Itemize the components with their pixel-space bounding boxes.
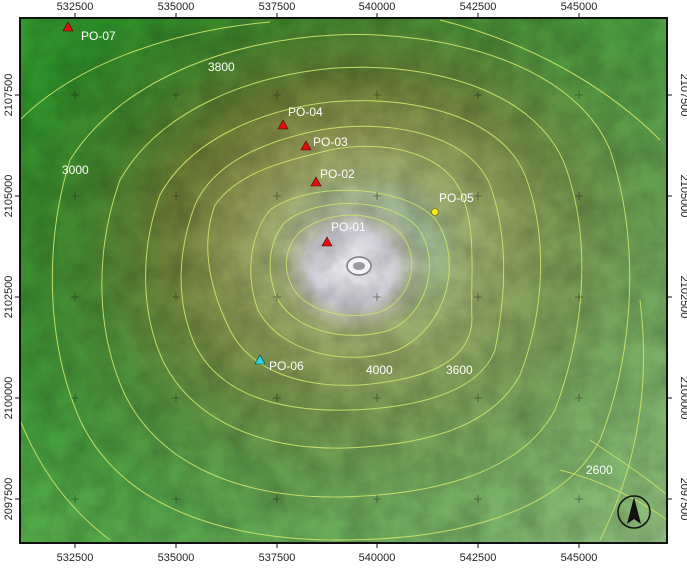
y-tick-label: 2105000: [678, 175, 687, 218]
station-label: PO-02: [320, 167, 355, 181]
x-tick-label: 537500: [259, 552, 296, 564]
x-tick-label: 532500: [57, 1, 94, 13]
x-tick-label: 537500: [259, 1, 296, 13]
triangle-marker-icon: [321, 236, 333, 247]
contour-label: 2600: [586, 463, 613, 477]
y-tick-label: 2102500: [3, 276, 15, 319]
x-tick-label: 542500: [460, 1, 497, 13]
north-arrow-icon: [617, 495, 651, 529]
station-po-07[interactable]: PO-07: [62, 21, 116, 43]
graticule-crosses: [71, 91, 583, 503]
x-tick-label: 540000: [359, 1, 396, 13]
station-po-05[interactable]: PO-05: [431, 191, 475, 216]
triangle-marker-icon: [300, 140, 312, 151]
contour-label: 3600: [446, 363, 473, 377]
y-tick-label: 2107500: [678, 74, 687, 117]
triangle-marker-icon: [310, 176, 322, 187]
station-label: PO-07: [81, 29, 116, 43]
station-markers: PO-01 PO-02 PO-03 PO-04 PO-05 PO-06 PO-0…: [62, 21, 475, 373]
station-label: PO-03: [313, 135, 348, 149]
station-label: PO-01: [331, 220, 366, 234]
y-tick-label: 2105000: [3, 175, 15, 218]
station-label: PO-06: [269, 359, 304, 373]
y-tick-label: 2097500: [678, 478, 687, 521]
contour-label: 3800: [208, 60, 235, 74]
x-tick-label: 540000: [359, 552, 396, 564]
circle-marker-icon: [431, 208, 439, 216]
x-tick-label: 535000: [158, 1, 195, 13]
station-po-03[interactable]: PO-03: [300, 135, 348, 151]
x-axis-top-labels: 532500 535000 537500 540000 542500 54500…: [57, 1, 598, 13]
triangle-marker-icon: [62, 21, 74, 32]
terrain-raster: [20, 18, 667, 543]
triangle-marker-icon: [254, 354, 266, 365]
y-tick-label: 2100000: [678, 377, 687, 420]
y-tick-label: 2097500: [3, 478, 15, 521]
station-label: PO-05: [439, 191, 474, 205]
station-label: PO-04: [288, 105, 323, 119]
contour-lines: [20, 19, 667, 541]
map-border: [19, 17, 668, 544]
station-po-06[interactable]: PO-06: [254, 354, 304, 373]
station-po-02[interactable]: PO-02: [310, 167, 355, 187]
y-axis-left-labels: 2107500 2105000 2102500 2100000 2097500: [3, 74, 15, 521]
x-tick-label: 535000: [158, 552, 195, 564]
station-po-04[interactable]: PO-04: [277, 105, 323, 130]
y-tick-label: 2107500: [3, 74, 15, 117]
axis-tick-marks: [15, 13, 672, 548]
x-tick-label: 542500: [460, 552, 497, 564]
y-tick-label: 2102500: [678, 276, 687, 319]
y-tick-label: 2100000: [3, 377, 15, 420]
x-axis-bottom-labels: 532500 535000 537500 540000 542500 54500…: [57, 552, 598, 564]
x-tick-label: 532500: [57, 552, 94, 564]
contour-label: 3000: [62, 163, 89, 177]
station-po-01[interactable]: PO-01: [321, 220, 366, 247]
y-axis-right-labels: 2107500 2105000 2102500 2100000 2097500: [678, 74, 687, 521]
x-tick-label: 545000: [561, 552, 598, 564]
contour-labels: 3800 3000 4000 3600 2600: [62, 60, 613, 477]
triangle-marker-icon: [277, 119, 289, 130]
contour-label: 4000: [366, 363, 393, 377]
x-tick-label: 545000: [561, 1, 598, 13]
